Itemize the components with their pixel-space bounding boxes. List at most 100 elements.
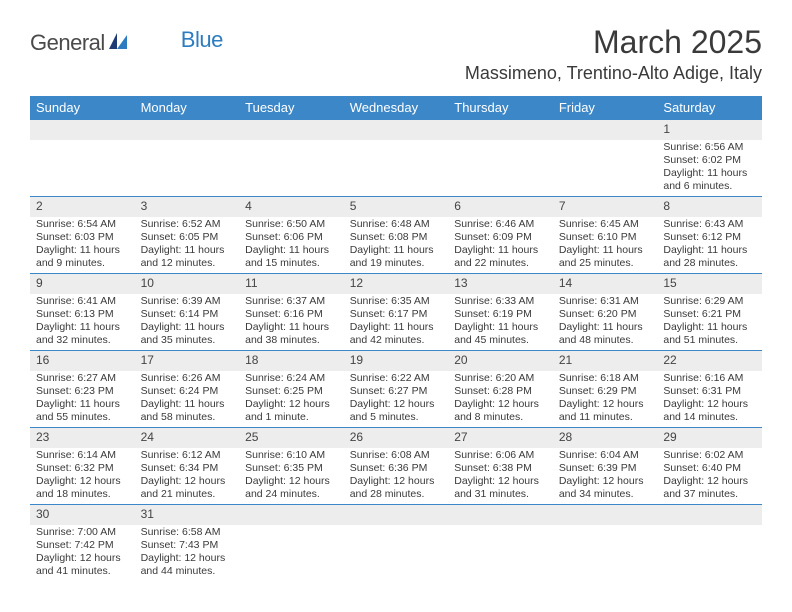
calendar-day-cell xyxy=(553,505,658,582)
day-data: Sunrise: 6:02 AMSunset: 6:40 PMDaylight:… xyxy=(657,448,762,505)
calendar-day-cell: 30Sunrise: 7:00 AMSunset: 7:42 PMDayligh… xyxy=(30,505,135,582)
calendar-day-cell: 18Sunrise: 6:24 AMSunset: 6:25 PMDayligh… xyxy=(239,351,344,428)
daylight-text: Daylight: 11 hours and 42 minutes. xyxy=(350,321,443,347)
calendar-day-cell xyxy=(239,120,344,197)
daylight-text: Daylight: 12 hours and 44 minutes. xyxy=(141,552,234,578)
calendar-body: 1Sunrise: 6:56 AMSunset: 6:02 PM Daylight… xyxy=(30,120,762,582)
sunrise-text: Sunrise: 6:33 AM xyxy=(454,295,547,308)
day-number: 31 xyxy=(135,505,240,525)
day-data: Sunrise: 6:06 AMSunset: 6:38 PMDaylight:… xyxy=(448,448,553,505)
day-number-empty xyxy=(135,120,240,140)
calendar-day-cell: 14Sunrise: 6:31 AMSunset: 6:20 PMDayligh… xyxy=(553,274,658,351)
day-data: Sunrise: 6:45 AMSunset: 6:10 PMDaylight:… xyxy=(553,217,658,274)
daylight-text: Daylight: 12 hours and 31 minutes. xyxy=(454,475,547,501)
sunset-text: Sunset: 6:25 PM xyxy=(245,385,338,398)
calendar-day-cell: 16Sunrise: 6:27 AMSunset: 6:23 PMDayligh… xyxy=(30,351,135,428)
sunrise-text: Sunrise: 6:54 AM xyxy=(36,218,129,231)
day-number: 6 xyxy=(448,197,553,217)
day-data: Sunrise: 6:54 AMSunset: 6:03 PMDaylight:… xyxy=(30,217,135,274)
sunrise-text: Sunrise: 6:14 AM xyxy=(36,449,129,462)
sunrise-text: Sunrise: 6:46 AM xyxy=(454,218,547,231)
sunrise-text: Sunrise: 6:26 AM xyxy=(141,372,234,385)
day-number: 12 xyxy=(344,274,449,294)
day-number-empty xyxy=(553,120,658,140)
sunset-text: Sunset: 6:14 PM xyxy=(141,308,234,321)
day-number: 30 xyxy=(30,505,135,525)
calendar-day-cell: 2Sunrise: 6:54 AMSunset: 6:03 PMDaylight… xyxy=(30,197,135,274)
day-number-empty xyxy=(344,120,449,140)
brand-part1: General xyxy=(30,30,105,56)
sunrise-text: Sunrise: 6:35 AM xyxy=(350,295,443,308)
sunrise-text: Sunrise: 6:24 AM xyxy=(245,372,338,385)
calendar-day-cell: 9Sunrise: 6:41 AMSunset: 6:13 PMDaylight… xyxy=(30,274,135,351)
day-data: Sunrise: 6:33 AMSunset: 6:19 PMDaylight:… xyxy=(448,294,553,351)
weekday-header: Wednesday xyxy=(344,96,449,120)
sunrise-text: Sunrise: 6:02 AM xyxy=(663,449,756,462)
location-subtitle: Massimeno, Trentino-Alto Adige, Italy xyxy=(465,63,762,84)
day-data: Sunrise: 6:46 AMSunset: 6:09 PMDaylight:… xyxy=(448,217,553,274)
daylight-text: Daylight: 11 hours and 35 minutes. xyxy=(141,321,234,347)
sunset-text: Sunset: 6:08 PM xyxy=(350,231,443,244)
calendar-day-cell: 12Sunrise: 6:35 AMSunset: 6:17 PMDayligh… xyxy=(344,274,449,351)
day-number-empty xyxy=(30,120,135,140)
calendar-week-row: 30Sunrise: 7:00 AMSunset: 7:42 PMDayligh… xyxy=(30,505,762,582)
calendar-day-cell: 17Sunrise: 6:26 AMSunset: 6:24 PMDayligh… xyxy=(135,351,240,428)
calendar-day-cell: 19Sunrise: 6:22 AMSunset: 6:27 PMDayligh… xyxy=(344,351,449,428)
day-data: Sunrise: 6:12 AMSunset: 6:34 PMDaylight:… xyxy=(135,448,240,505)
day-number: 21 xyxy=(553,351,658,371)
day-number: 10 xyxy=(135,274,240,294)
day-number: 18 xyxy=(239,351,344,371)
calendar-day-cell: 8Sunrise: 6:43 AMSunset: 6:12 PMDaylight… xyxy=(657,197,762,274)
day-number: 1 xyxy=(657,120,762,140)
sunset-text: Sunset: 7:43 PM xyxy=(141,539,234,552)
weekday-header: Thursday xyxy=(448,96,553,120)
sunrise-text: Sunrise: 6:08 AM xyxy=(350,449,443,462)
day-number: 16 xyxy=(30,351,135,371)
day-data: Sunrise: 6:24 AMSunset: 6:25 PMDaylight:… xyxy=(239,371,344,428)
day-data: Sunrise: 6:58 AMSunset: 7:43 PMDaylight:… xyxy=(135,525,240,582)
weekday-header: Saturday xyxy=(657,96,762,120)
calendar-day-cell: 4Sunrise: 6:50 AMSunset: 6:06 PMDaylight… xyxy=(239,197,344,274)
day-data: Sunrise: 6:22 AMSunset: 6:27 PMDaylight:… xyxy=(344,371,449,428)
page-title: March 2025 xyxy=(465,24,762,61)
day-data: Sunrise: 6:04 AMSunset: 6:39 PMDaylight:… xyxy=(553,448,658,505)
calendar-day-cell: 23Sunrise: 6:14 AMSunset: 6:32 PMDayligh… xyxy=(30,428,135,505)
day-number: 17 xyxy=(135,351,240,371)
calendar-table: Sunday Monday Tuesday Wednesday Thursday… xyxy=(30,96,762,582)
sunset-text: Sunset: 6:12 PM xyxy=(663,231,756,244)
calendar-week-row: 16Sunrise: 6:27 AMSunset: 6:23 PMDayligh… xyxy=(30,351,762,428)
calendar-week-row: 9Sunrise: 6:41 AMSunset: 6:13 PMDaylight… xyxy=(30,274,762,351)
sunrise-text: Sunrise: 6:48 AM xyxy=(350,218,443,231)
day-data: Sunrise: 6:43 AMSunset: 6:12 PMDaylight:… xyxy=(657,217,762,274)
day-number-empty xyxy=(657,505,762,525)
day-number: 2 xyxy=(30,197,135,217)
sunrise-text: Sunrise: 6:56 AM xyxy=(663,141,756,154)
day-data: Sunrise: 6:41 AMSunset: 6:13 PMDaylight:… xyxy=(30,294,135,351)
day-number: 4 xyxy=(239,197,344,217)
calendar-day-cell: 31Sunrise: 6:58 AMSunset: 7:43 PMDayligh… xyxy=(135,505,240,582)
day-data: Sunrise: 6:27 AMSunset: 6:23 PMDaylight:… xyxy=(30,371,135,428)
day-data: Sunrise: 6:29 AMSunset: 6:21 PMDaylight:… xyxy=(657,294,762,351)
calendar-day-cell: 28Sunrise: 6:04 AMSunset: 6:39 PMDayligh… xyxy=(553,428,658,505)
daylight-text: Daylight: 11 hours and 28 minutes. xyxy=(663,244,756,270)
calendar-day-cell xyxy=(448,120,553,197)
calendar-day-cell: 24Sunrise: 6:12 AMSunset: 6:34 PMDayligh… xyxy=(135,428,240,505)
day-data: Sunrise: 6:08 AMSunset: 6:36 PMDaylight:… xyxy=(344,448,449,505)
daylight-text: Daylight: 12 hours and 21 minutes. xyxy=(141,475,234,501)
daylight-text: Daylight: 12 hours and 1 minute. xyxy=(245,398,338,424)
header: General Blue March 2025 Massimeno, Trent… xyxy=(30,24,762,84)
calendar-day-cell: 25Sunrise: 6:10 AMSunset: 6:35 PMDayligh… xyxy=(239,428,344,505)
sunrise-text: Sunrise: 6:37 AM xyxy=(245,295,338,308)
weekday-header: Sunday xyxy=(30,96,135,120)
sunset-text: Sunset: 6:34 PM xyxy=(141,462,234,475)
daylight-text: Daylight: 11 hours and 38 minutes. xyxy=(245,321,338,347)
day-data: Sunrise: 6:48 AMSunset: 6:08 PMDaylight:… xyxy=(344,217,449,274)
day-number: 19 xyxy=(344,351,449,371)
sunset-text: Sunset: 6:39 PM xyxy=(559,462,652,475)
sunrise-text: Sunrise: 6:58 AM xyxy=(141,526,234,539)
sunset-text: Sunset: 6:40 PM xyxy=(663,462,756,475)
day-number: 29 xyxy=(657,428,762,448)
sunset-text: Sunset: 6:02 PM xyxy=(663,154,756,167)
daylight-text: Daylight: 12 hours and 28 minutes. xyxy=(350,475,443,501)
sunrise-text: Sunrise: 6:52 AM xyxy=(141,218,234,231)
